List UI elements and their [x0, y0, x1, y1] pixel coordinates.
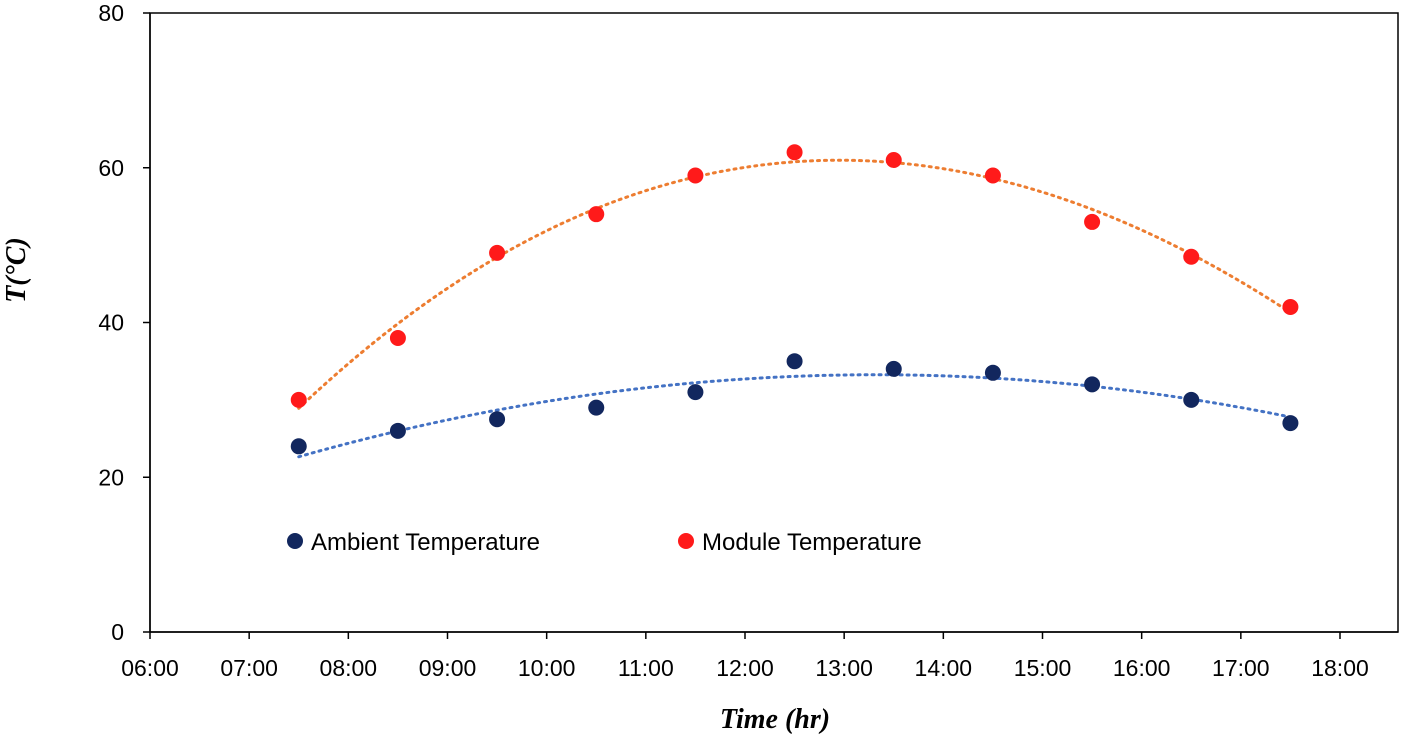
x-tick-label: 10:00: [518, 655, 576, 681]
data-point-series-0: [687, 384, 704, 401]
x-tick-label: 15:00: [1014, 655, 1072, 681]
data-point-series-1: [687, 167, 704, 184]
data-point-series-1: [588, 206, 605, 223]
data-point-series-1: [389, 329, 406, 346]
x-tick-label: 14:00: [915, 655, 973, 681]
data-point-series-1: [489, 244, 506, 261]
data-point-series-0: [885, 360, 902, 377]
data-point-series-0: [489, 411, 506, 428]
y-axis-title: T(°C): [1, 237, 32, 303]
data-point-series-0: [1084, 376, 1101, 393]
legend-marker-module: [678, 533, 694, 549]
data-point-series-1: [290, 391, 307, 408]
y-tick-label: 20: [98, 464, 124, 490]
data-point-series-1: [1183, 248, 1200, 265]
data-point-series-0: [1282, 415, 1299, 432]
x-tick-label: 09:00: [419, 655, 477, 681]
x-tick-label: 18:00: [1311, 655, 1369, 681]
legend-label-ambient: Ambient Temperature: [311, 529, 540, 556]
y-tick-label: 0: [111, 619, 124, 645]
x-tick-label: 11:00: [618, 655, 674, 681]
data-point-series-0: [1183, 391, 1200, 408]
y-tick-label: 60: [98, 155, 124, 181]
data-point-series-1: [885, 152, 902, 169]
data-point-series-0: [290, 438, 307, 455]
legend-label-module: Module Temperature: [702, 529, 922, 556]
x-tick-label: 12:00: [716, 655, 774, 681]
data-point-series-0: [588, 399, 605, 416]
y-axis: 0 20 40 60 80: [98, 0, 151, 645]
x-axis-title: Time (hr): [720, 704, 830, 735]
data-point-series-1: [984, 167, 1001, 184]
x-tick-label: 07:00: [220, 655, 278, 681]
data-point-series-0: [786, 353, 803, 370]
x-tick-label: 06:00: [121, 655, 179, 681]
trend-lines: [297, 158, 1292, 459]
y-tick-label: 40: [98, 310, 124, 336]
data-point-series-1: [1282, 299, 1299, 316]
x-tick-label: 08:00: [320, 655, 378, 681]
trend-line-series-1: [297, 158, 1292, 410]
data-point-series-0: [389, 422, 406, 439]
x-tick-label: 13:00: [815, 655, 873, 681]
data-points: [290, 144, 1299, 455]
trend-line-series-0: [297, 373, 1292, 459]
y-tick-label: 80: [98, 0, 124, 26]
data-point-series-0: [984, 364, 1001, 381]
data-point-series-1: [1084, 213, 1101, 230]
x-axis: 06:00 07:00 08:00 09:00 10:00 11:00 12:00 13:00…: [121, 631, 1398, 681]
x-tick-label: 16:00: [1113, 655, 1171, 681]
x-tick-label: 17:00: [1212, 655, 1270, 681]
legend: Ambient Temperature Module Temperature: [287, 529, 922, 556]
legend-marker-ambient: [287, 533, 303, 549]
data-point-series-1: [786, 144, 803, 161]
